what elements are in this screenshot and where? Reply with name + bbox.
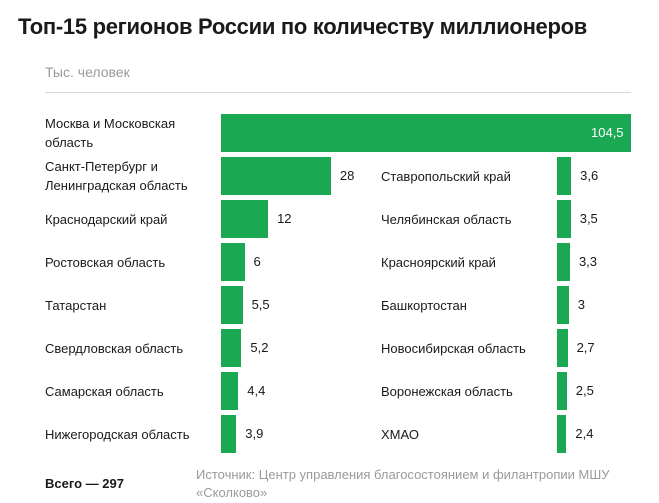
data-label: 5,2 <box>250 340 269 355</box>
bar <box>221 243 245 281</box>
category-label: Санкт-Петербург и Ленинградская область <box>45 159 188 193</box>
bar <box>221 329 242 367</box>
data-label: 2,4 <box>575 426 594 441</box>
category-label: Татарстан <box>45 297 107 313</box>
category-label: Новосибирская область <box>381 340 526 356</box>
category-label: Свердловская область <box>45 340 184 356</box>
bar <box>557 243 570 281</box>
category-label: Ставропольский край <box>381 168 511 184</box>
bar <box>221 415 237 453</box>
bar <box>221 114 631 152</box>
category-label: Красноярский край <box>381 254 496 270</box>
data-label: 5,5 <box>251 297 270 312</box>
chart-title: Топ-15 регионов России по количеству мил… <box>18 14 587 39</box>
data-label: 28 <box>339 168 355 183</box>
data-label: 2,7 <box>576 340 595 355</box>
divider <box>45 92 631 93</box>
category-label: Башкортостан <box>381 297 467 313</box>
data-label: 3 <box>577 297 585 312</box>
source-note: Источник: Центр управления благосостояни… <box>196 467 610 500</box>
category-label: ХМАО <box>381 426 419 442</box>
category-label: Ростовская область <box>45 254 166 270</box>
bar <box>221 286 243 324</box>
bar <box>221 372 239 410</box>
category-label: Краснодарский край <box>45 211 168 227</box>
bar <box>557 200 571 238</box>
total-label: Всего — 297 <box>45 476 124 491</box>
bar <box>557 415 567 453</box>
bar <box>557 157 572 195</box>
bar <box>221 200 269 238</box>
bar <box>557 286 569 324</box>
category-label: Москва и Московская область <box>45 116 176 150</box>
data-label: 6 <box>253 254 261 269</box>
category-label: Самарская область <box>45 383 164 399</box>
bar <box>221 157 331 195</box>
data-label: 3,5 <box>579 211 598 226</box>
category-label: Челябинская область <box>381 211 512 227</box>
data-label: 4,4 <box>247 383 266 398</box>
data-label: 3,9 <box>245 426 264 441</box>
unit-label: Тыс. человек <box>45 64 130 80</box>
data-label: 3,3 <box>578 254 598 269</box>
bar <box>557 329 568 367</box>
data-label: 104,5 <box>591 125 624 140</box>
data-label: 12 <box>277 211 292 226</box>
data-label: 3,6 <box>580 168 599 183</box>
category-label: Нижегородская область <box>45 426 190 442</box>
data-label: 2,5 <box>575 383 594 398</box>
bar <box>557 372 567 410</box>
category-label: Воронежская область <box>381 383 513 399</box>
